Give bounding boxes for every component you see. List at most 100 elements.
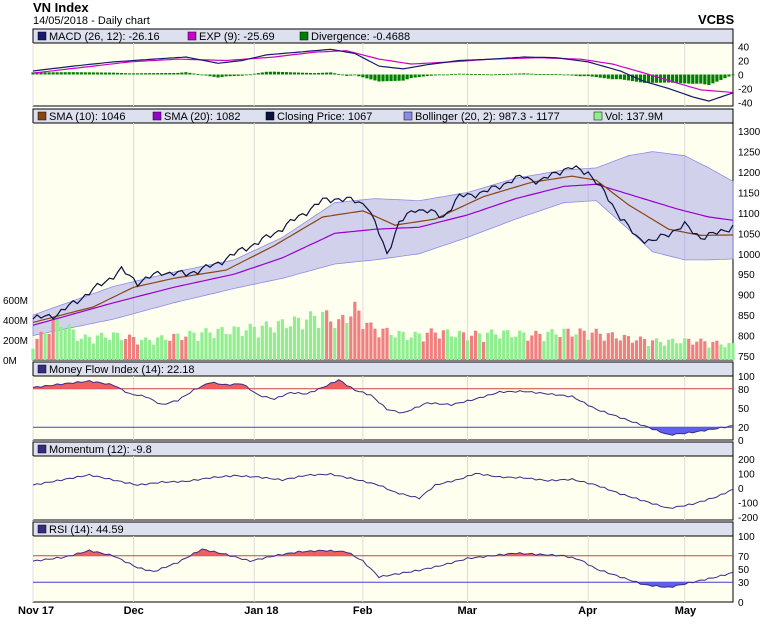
divergence-bar: [280, 71, 285, 75]
divergence-bar: [240, 74, 244, 76]
divergence-bar: [156, 73, 160, 75]
divergence-bar: [663, 74, 667, 83]
divergence-bar: [695, 74, 699, 84]
legend-swatch: [403, 111, 413, 121]
divergence-bar: [654, 74, 659, 83]
volume-bar: [176, 333, 180, 360]
divergence-bar: [35, 72, 39, 75]
volume-bar: [196, 340, 200, 360]
divergence-bar: [59, 72, 63, 75]
divergence-bar: [144, 73, 148, 75]
divergence-bar: [361, 74, 365, 78]
volume-bar: [59, 327, 63, 360]
volume-bar: [377, 337, 381, 360]
divergence-bar: [610, 74, 614, 80]
divergence-bar: [160, 73, 164, 75]
legend-swatch: [37, 111, 47, 121]
divergence-bar: [554, 73, 558, 75]
price-y-tick: 750: [738, 352, 755, 363]
volume-bar: [695, 341, 699, 360]
momentum-panel: [32, 455, 734, 521]
divergence-bar: [164, 73, 168, 75]
volume-bar: [172, 333, 176, 360]
divergence-bar: [417, 74, 421, 78]
volume-bar: [602, 340, 606, 360]
divergence-bar: [542, 74, 546, 75]
divergence-bar: [550, 73, 554, 75]
divergence-bar: [558, 74, 562, 76]
volume-bar: [618, 340, 622, 360]
volume-bar: [562, 328, 566, 360]
volume-bar: [441, 330, 445, 360]
divergence-bar: [313, 73, 317, 75]
divergence-bar: [47, 72, 51, 75]
divergence-bar: [401, 74, 405, 81]
divergence-bar: [67, 72, 71, 75]
volume-bar: [731, 343, 735, 360]
volume-bar: [687, 338, 691, 360]
volume-bar: [300, 329, 305, 360]
legend-label: SMA (20): 1082: [164, 111, 240, 123]
divergence-bar: [574, 74, 578, 76]
divergence-bar: [63, 72, 67, 75]
divergence-bar: [598, 74, 602, 78]
volume-bar: [256, 337, 260, 360]
divergence-bar: [469, 73, 474, 75]
divergence-bar: [453, 73, 458, 75]
divergence-bar: [131, 73, 136, 75]
volume-bar: [184, 336, 188, 360]
divergence-bar: [646, 74, 651, 83]
volume-bar: [469, 335, 474, 360]
divergence-bar: [103, 72, 108, 75]
divergence-bar: [481, 74, 486, 76]
volume-bar: [381, 328, 385, 360]
divergence-bar: [232, 74, 236, 77]
volume-bar: [148, 339, 152, 360]
divergence-bar: [99, 72, 103, 75]
volume-bar: [252, 326, 256, 360]
x-axis-label: Apr: [578, 605, 598, 617]
volume-bar: [663, 345, 667, 360]
divergence-bar: [244, 74, 248, 76]
volume-bar: [546, 331, 550, 360]
divergence-bar: [526, 73, 530, 75]
divergence-bar: [522, 73, 526, 75]
divergence-bar: [111, 72, 116, 75]
volume-bar: [79, 338, 83, 360]
volume-bar: [240, 335, 244, 360]
divergence-bar: [630, 74, 635, 82]
divergence-bar: [365, 74, 369, 79]
divergence-bar: [473, 74, 478, 75]
volume-bar: [268, 327, 272, 360]
divergence-bar: [385, 74, 389, 82]
divergence-bar: [586, 74, 590, 77]
legend-swatch: [37, 31, 47, 41]
volume-bar: [506, 330, 510, 360]
rsi-panel: [32, 535, 734, 603]
divergence-bar: [55, 72, 59, 75]
volume-bar: [164, 339, 168, 360]
divergence-bar: [345, 74, 349, 76]
sma10-line: [32, 175, 733, 323]
volume-bar: [51, 319, 55, 360]
divergence-bar: [429, 74, 433, 76]
volume-bar: [152, 344, 156, 360]
divergence-bar: [123, 73, 128, 75]
macd-y-tick: 0: [738, 71, 744, 82]
volume-bar: [630, 342, 635, 360]
divergence-bar: [308, 72, 313, 75]
divergence-bar: [252, 73, 256, 75]
volume-bar: [160, 335, 164, 360]
divergence-bar: [606, 74, 610, 79]
divergence-bar: [172, 72, 176, 75]
volume-bar: [337, 319, 341, 360]
volume-bar: [236, 327, 240, 360]
divergence-bar: [393, 74, 397, 81]
chart-panels: MACD (26, 12): -26.16 EXP (9): -25.69 Dive…: [3, 28, 761, 609]
volume-bar: [264, 321, 268, 360]
divergence-bar: [349, 74, 353, 76]
volume-bar: [103, 337, 108, 360]
divergence-bar: [224, 74, 228, 77]
macd-y-tick: 40: [738, 43, 750, 54]
divergence-bar: [71, 72, 75, 75]
